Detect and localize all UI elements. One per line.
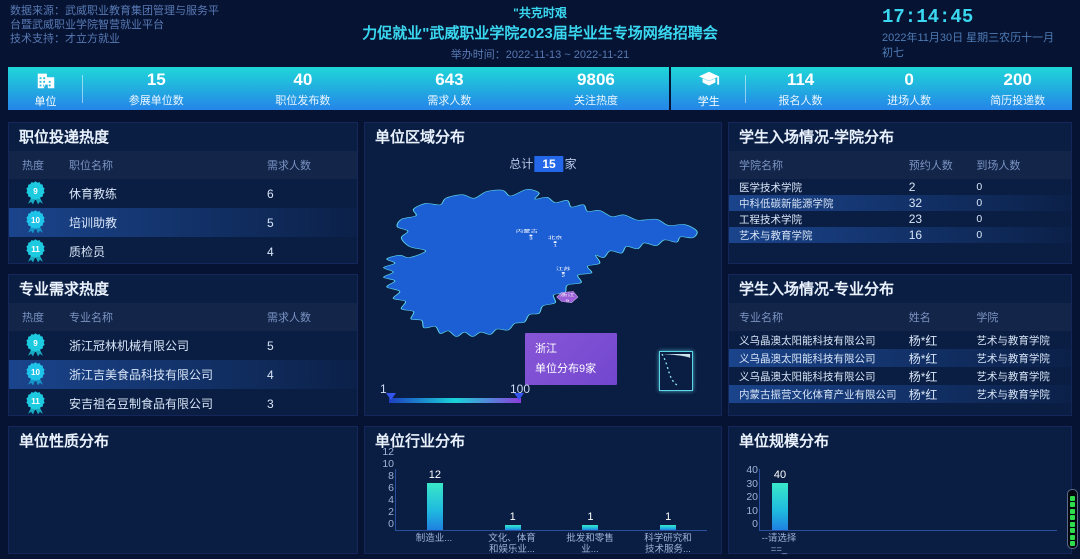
svg-text:2: 2: [561, 274, 565, 278]
svg-text:9: 9: [33, 338, 38, 347]
svg-text:11: 11: [31, 244, 40, 253]
svg-text:3: 3: [529, 237, 533, 241]
svg-text:9: 9: [566, 299, 570, 303]
svg-text:10: 10: [30, 367, 40, 376]
svg-text:1: 1: [553, 244, 557, 248]
svg-text:9: 9: [33, 186, 38, 195]
svg-text:11: 11: [31, 396, 40, 405]
svg-text:10: 10: [30, 215, 40, 224]
